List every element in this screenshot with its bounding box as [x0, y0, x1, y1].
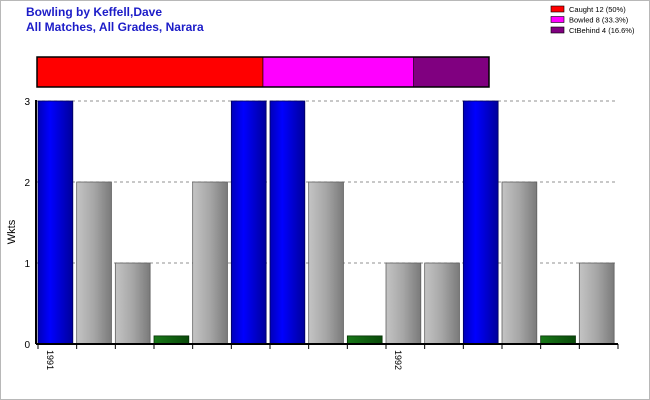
chart-title-line-1: Bowling by Keffell,Dave: [26, 5, 163, 19]
x-tick-label: 1992: [393, 350, 403, 370]
bar: [114, 262, 151, 345]
y-tick-label: 0: [24, 340, 30, 351]
legend-label: Bowled 8 (33.3%): [569, 16, 629, 25]
y-tick-label: 3: [24, 97, 30, 108]
breakdown-segment: [413, 56, 490, 88]
bar: [462, 100, 499, 345]
bar: [37, 100, 74, 345]
breakdown-segment: [262, 56, 414, 88]
bar: [76, 181, 112, 345]
legend-swatch: [550, 16, 565, 23]
legend: Caught 12 (50%) Bowled 8 (33.3%)CtBehind …: [550, 5, 635, 35]
bar: [385, 262, 422, 345]
bar: [346, 335, 383, 345]
bar: [501, 181, 538, 345]
y-axis-label: Wkts: [6, 219, 18, 244]
x-tick-label: 1991: [45, 350, 55, 370]
bar: [269, 100, 306, 345]
legend-swatch: [550, 26, 565, 34]
axes-layer: 1991 1992: [35, 100, 619, 370]
bar: [153, 335, 190, 345]
y-tick-label: 2: [24, 178, 30, 189]
legend-label: CtBehind 4 (16.6%): [569, 26, 635, 35]
y-tick-label: 1: [24, 259, 30, 270]
bars-layer: [37, 100, 615, 345]
bar: [540, 335, 576, 345]
bar: [308, 181, 344, 345]
dismissal-breakdown-bar: [36, 56, 490, 88]
bar: [192, 181, 228, 345]
chart-title-line-2: All Matches, All Grades, Narara: [26, 20, 204, 34]
bar: [424, 262, 460, 345]
bar: [578, 262, 615, 345]
bar: [230, 100, 267, 345]
breakdown-segment: [36, 56, 264, 88]
breakdown-outline: [36, 56, 490, 88]
legend-label: Caught 12 (50%): [569, 5, 626, 14]
legend-swatch: [550, 5, 565, 13]
